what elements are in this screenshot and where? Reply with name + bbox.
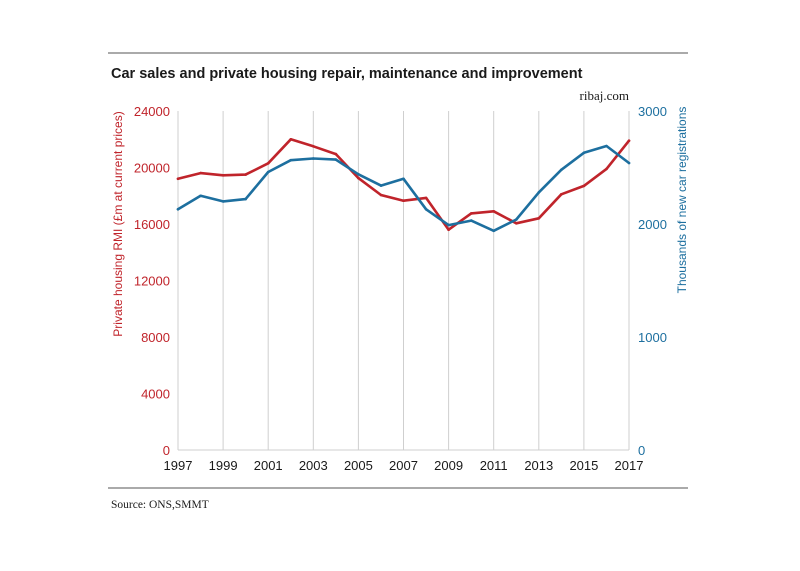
right-axis-ticks: 0 1000 2000 3000 — [638, 104, 667, 458]
right-tick-label: 3000 — [638, 104, 667, 119]
housing-rmi-point — [469, 212, 473, 215]
left-tick-label: 24000 — [134, 104, 170, 119]
car-registrations-point — [266, 170, 270, 174]
housing-rmi-point — [221, 174, 225, 177]
x-tick-label: 2013 — [524, 458, 553, 473]
housing-rmi-point — [402, 199, 405, 202]
car-registrations-point — [379, 184, 383, 187]
car-registrations-point — [605, 144, 608, 148]
car-registrations-point — [627, 161, 631, 165]
x-tick-label: 2001 — [254, 458, 283, 473]
housing-rmi-point — [537, 217, 541, 220]
brand-label: ribaj.com — [580, 88, 629, 103]
housing-rmi-point — [379, 193, 383, 197]
car-registrations-point — [447, 223, 450, 227]
left-axis-label: Private housing RMI (£m at current price… — [111, 111, 125, 336]
housing-rmi-point — [560, 193, 563, 196]
housing-rmi-point — [515, 222, 518, 225]
right-tick-label: 1000 — [638, 330, 667, 345]
series-layer — [176, 138, 631, 233]
car-registrations-point — [537, 191, 541, 194]
x-axis-ticks: 1997 1999 2001 2003 2005 2007 2009 2011 2013 2015… — [164, 458, 644, 473]
x-tick-label: 2017 — [615, 458, 644, 473]
housing-rmi-point — [199, 171, 202, 175]
x-tick-label: 2009 — [434, 458, 463, 473]
x-tick-label: 1999 — [209, 458, 238, 473]
chart-title: Car sales and private housing repair, ma… — [111, 66, 583, 82]
left-tick-label: 8000 — [141, 330, 170, 345]
x-tick-label: 2003 — [299, 458, 328, 473]
housing-rmi-point — [244, 173, 247, 176]
grid — [177, 111, 630, 451]
car-registrations-point — [560, 168, 563, 172]
car-registrations-point — [492, 229, 496, 233]
source-note: Source: ONS,SMMT — [111, 499, 209, 511]
car-registrations-point — [334, 158, 338, 161]
housing-rmi-point — [627, 139, 631, 142]
left-tick-label: 4000 — [141, 387, 170, 402]
car-registrations-point — [176, 208, 180, 211]
car-registrations-point — [221, 200, 225, 203]
housing-rmi-point — [266, 162, 270, 165]
x-tick-label: 2005 — [344, 458, 373, 473]
housing-rmi-point — [492, 210, 496, 213]
housing-rmi-point — [582, 184, 586, 188]
housing-rmi-point — [312, 145, 315, 148]
x-tick-label: 1997 — [164, 458, 193, 473]
car-registrations-point — [582, 151, 586, 155]
right-axis-label: Thousands of new car registrations — [675, 107, 689, 294]
car-registrations-point — [515, 218, 518, 221]
car-registrations-point — [312, 157, 315, 160]
x-tick-label: 2011 — [480, 458, 508, 473]
car-registrations-point — [469, 219, 473, 222]
housing-rmi-point — [176, 177, 180, 181]
car-registrations-point — [424, 208, 428, 211]
housing-rmi-point — [334, 152, 338, 156]
housing-rmi-point — [289, 138, 293, 141]
left-tick-label: 16000 — [134, 217, 170, 232]
car-registrations-point — [244, 197, 247, 201]
housing-rmi-point — [424, 196, 428, 200]
x-tick-label: 2007 — [389, 458, 418, 473]
left-tick-label: 0 — [163, 443, 170, 458]
right-tick-label: 0 — [638, 443, 645, 458]
housing-rmi-point — [447, 228, 450, 231]
right-tick-label: 2000 — [638, 217, 667, 232]
left-tick-label: 20000 — [134, 161, 170, 176]
car-registrations-point — [402, 177, 405, 181]
housing-rmi-point — [357, 176, 360, 180]
car-registrations-point — [199, 194, 202, 198]
left-axis-ticks: 0 4000 8000 12000 16000 20000 24000 — [134, 104, 170, 458]
left-tick-label: 12000 — [134, 274, 170, 289]
car-registrations-point — [357, 173, 360, 176]
car-registrations-point — [289, 158, 293, 162]
x-tick-label: 2015 — [569, 458, 598, 473]
housing-rmi-point — [605, 167, 608, 171]
